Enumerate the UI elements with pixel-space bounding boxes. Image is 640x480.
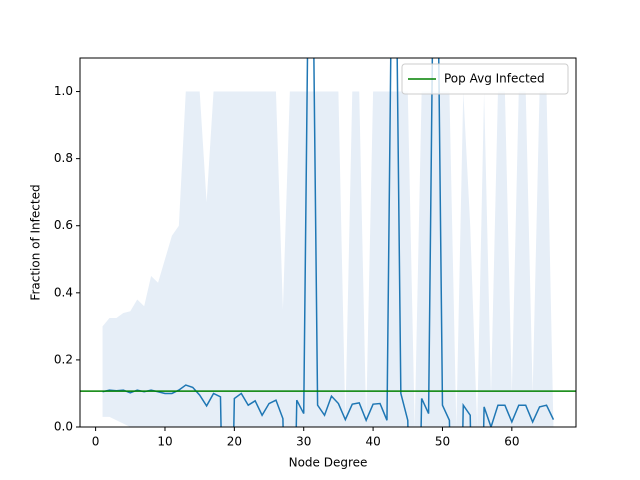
x-tick-label: 40: [365, 435, 380, 449]
x-tick-label: 60: [504, 435, 519, 449]
x-tick-label: 20: [227, 435, 242, 449]
y-tick-label: 0.8: [54, 151, 73, 165]
y-axis-label: Fraction of Infected: [29, 184, 43, 300]
y-tick-label: 0.0: [54, 420, 73, 434]
x-tick-label: 50: [435, 435, 450, 449]
x-tick-label: 10: [157, 435, 172, 449]
y-tick-label: 1.0: [54, 84, 73, 98]
confidence-band: [102, 91, 554, 427]
x-tick-label: 30: [296, 435, 311, 449]
plot-area: [80, 58, 576, 427]
legend-box: [401, 63, 569, 95]
x-axis-label: Node Degree: [289, 456, 368, 470]
y-tick-label: 0.6: [54, 218, 73, 232]
x-tick-label: 0: [92, 435, 100, 449]
legend-label: Pop Avg Infected: [444, 72, 545, 86]
axes-frame: [79, 57, 577, 428]
y-tick-label: 0.4: [54, 285, 73, 299]
y-tick-label: 0.2: [54, 352, 73, 366]
